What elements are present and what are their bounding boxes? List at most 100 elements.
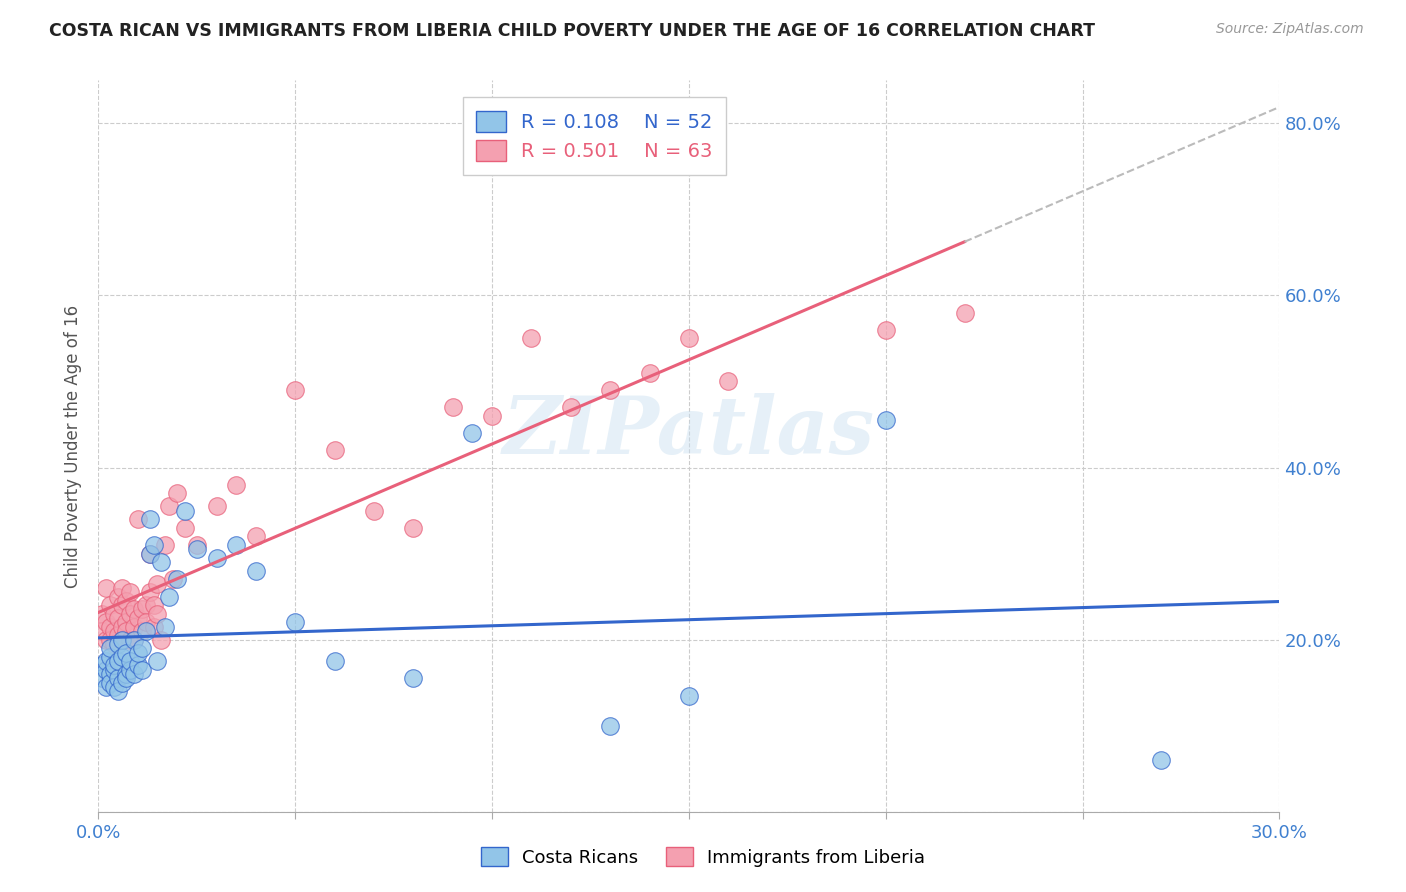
Point — [162, 573, 184, 587]
Point — [115, 594, 138, 608]
Point — [127, 658, 149, 673]
Point — [402, 521, 425, 535]
Point — [107, 611, 129, 625]
Point — [599, 719, 621, 733]
Point — [875, 413, 897, 427]
Point — [166, 486, 188, 500]
Point — [98, 649, 121, 664]
Point — [98, 641, 121, 656]
Point — [111, 632, 134, 647]
Point — [638, 366, 661, 380]
Point — [205, 500, 228, 514]
Point — [135, 598, 157, 612]
Point — [91, 607, 114, 621]
Point — [441, 401, 464, 415]
Point — [107, 590, 129, 604]
Point — [138, 547, 160, 561]
Point — [142, 620, 165, 634]
Point — [96, 654, 118, 668]
Point — [678, 689, 700, 703]
Point — [323, 443, 346, 458]
Point — [103, 658, 125, 673]
Point — [115, 615, 138, 630]
Point — [103, 680, 125, 694]
Point — [115, 646, 138, 660]
Point — [284, 383, 307, 397]
Point — [245, 564, 267, 578]
Point — [166, 573, 188, 587]
Point — [284, 615, 307, 630]
Point — [98, 598, 121, 612]
Point — [115, 667, 138, 681]
Point — [122, 632, 145, 647]
Point — [122, 667, 145, 681]
Point — [96, 680, 118, 694]
Point — [717, 375, 740, 389]
Point — [225, 477, 247, 491]
Point — [118, 654, 141, 668]
Point — [131, 663, 153, 677]
Point — [155, 538, 177, 552]
Point — [103, 607, 125, 621]
Legend: R = 0.108    N = 52, R = 0.501    N = 63: R = 0.108 N = 52, R = 0.501 N = 63 — [463, 97, 725, 175]
Point — [96, 581, 118, 595]
Point — [155, 620, 177, 634]
Point — [157, 500, 180, 514]
Point — [138, 512, 160, 526]
Point — [111, 632, 134, 647]
Point — [122, 602, 145, 616]
Point — [91, 658, 114, 673]
Point — [98, 667, 121, 681]
Point — [111, 581, 134, 595]
Point — [225, 538, 247, 552]
Point — [131, 602, 153, 616]
Point — [363, 503, 385, 517]
Point — [135, 624, 157, 638]
Point — [98, 675, 121, 690]
Point — [245, 529, 267, 543]
Point — [402, 671, 425, 685]
Point — [146, 654, 169, 668]
Point — [146, 607, 169, 621]
Point — [157, 590, 180, 604]
Point — [118, 607, 141, 621]
Point — [323, 654, 346, 668]
Point — [135, 615, 157, 630]
Text: COSTA RICAN VS IMMIGRANTS FROM LIBERIA CHILD POVERTY UNDER THE AGE OF 16 CORRELA: COSTA RICAN VS IMMIGRANTS FROM LIBERIA C… — [49, 22, 1095, 40]
Point — [91, 624, 114, 638]
Point — [107, 671, 129, 685]
Text: Source: ZipAtlas.com: Source: ZipAtlas.com — [1216, 22, 1364, 37]
Point — [1150, 753, 1173, 767]
Point — [115, 624, 138, 638]
Point — [107, 628, 129, 642]
Point — [122, 632, 145, 647]
Point — [461, 426, 484, 441]
Point — [118, 585, 141, 599]
Point — [103, 663, 125, 677]
Point — [174, 521, 197, 535]
Point — [953, 305, 976, 319]
Point — [111, 675, 134, 690]
Point — [599, 383, 621, 397]
Point — [122, 620, 145, 634]
Point — [875, 323, 897, 337]
Point — [481, 409, 503, 423]
Point — [96, 615, 118, 630]
Point — [186, 538, 208, 552]
Point — [107, 637, 129, 651]
Legend: Costa Ricans, Immigrants from Liberia: Costa Ricans, Immigrants from Liberia — [474, 840, 932, 874]
Point — [150, 632, 173, 647]
Point — [103, 637, 125, 651]
Point — [142, 538, 165, 552]
Point — [96, 632, 118, 647]
Point — [678, 331, 700, 345]
Point — [118, 632, 141, 647]
Point — [131, 624, 153, 638]
Point — [138, 585, 160, 599]
Point — [131, 641, 153, 656]
Point — [127, 512, 149, 526]
Point — [560, 401, 582, 415]
Point — [142, 598, 165, 612]
Point — [111, 620, 134, 634]
Point — [96, 663, 118, 677]
